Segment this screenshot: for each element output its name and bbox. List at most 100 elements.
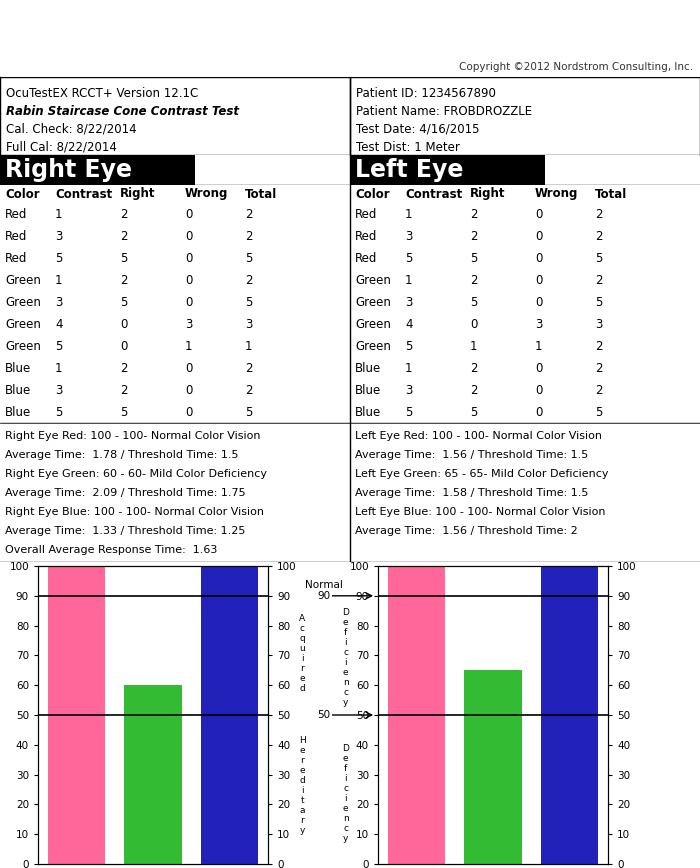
- Text: Patient ID: 1234567890: Patient ID: 1234567890: [356, 87, 496, 100]
- Text: 0: 0: [535, 252, 542, 265]
- Text: Rabin Cone Contrast Test: Rabin Cone Contrast Test: [10, 11, 528, 45]
- Text: Patient Name: FROBDROZZLE: Patient Name: FROBDROZZLE: [356, 105, 532, 118]
- Text: Average Time:  1.33 / Threshold Time: 1.25: Average Time: 1.33 / Threshold Time: 1.2…: [5, 526, 246, 536]
- Text: Red: Red: [355, 207, 377, 220]
- Text: Blue: Blue: [5, 405, 32, 418]
- Text: Color: Color: [5, 187, 40, 201]
- Text: 2: 2: [595, 339, 603, 352]
- Text: Green: Green: [355, 339, 391, 352]
- Text: 1: 1: [55, 207, 62, 220]
- Text: Contrast: Contrast: [55, 187, 112, 201]
- Text: Rabin Staircase Cone Contrast Test: Rabin Staircase Cone Contrast Test: [6, 105, 239, 118]
- Text: 0: 0: [535, 207, 542, 220]
- Text: 3: 3: [405, 295, 412, 308]
- Text: Blue: Blue: [355, 384, 382, 397]
- Text: 3: 3: [595, 318, 603, 331]
- Text: 2: 2: [245, 384, 253, 397]
- Text: 0: 0: [535, 295, 542, 308]
- Text: Red: Red: [355, 252, 377, 265]
- Text: 2: 2: [470, 361, 477, 374]
- Text: Normal: Normal: [305, 580, 343, 589]
- Text: 50: 50: [317, 710, 330, 720]
- Text: 0: 0: [185, 295, 193, 308]
- Text: 2: 2: [595, 361, 603, 374]
- Text: 3: 3: [55, 295, 62, 308]
- Text: 2: 2: [595, 207, 603, 220]
- Bar: [541, 566, 598, 864]
- Text: A
c
q
u
i
r
e
d: A c q u i r e d: [300, 614, 305, 693]
- Text: 0: 0: [470, 318, 477, 331]
- Text: 5: 5: [405, 339, 412, 352]
- Text: 2: 2: [120, 384, 127, 397]
- Text: 3: 3: [185, 318, 193, 331]
- Text: 5: 5: [470, 252, 477, 265]
- Text: 5: 5: [405, 252, 412, 265]
- Text: 0: 0: [535, 273, 542, 286]
- Text: 5: 5: [120, 252, 127, 265]
- Text: Green: Green: [355, 318, 391, 331]
- Text: 1: 1: [405, 207, 412, 220]
- Text: Blue: Blue: [355, 405, 382, 418]
- Text: Red: Red: [5, 252, 27, 265]
- Text: 2: 2: [120, 207, 127, 220]
- Text: 1: 1: [55, 273, 62, 286]
- Text: Red: Red: [5, 207, 27, 220]
- Text: 3: 3: [405, 229, 412, 242]
- Text: H
e
r
e
d
i
t
a
r
y: H e r e d i t a r y: [299, 736, 306, 835]
- Text: 5: 5: [55, 252, 62, 265]
- Text: Average Time:  2.09 / Threshold Time: 1.75: Average Time: 2.09 / Threshold Time: 1.7…: [5, 488, 246, 498]
- Text: Blue: Blue: [5, 361, 32, 374]
- Text: 5: 5: [245, 295, 253, 308]
- Text: Blue: Blue: [355, 361, 382, 374]
- Text: 5: 5: [595, 252, 603, 265]
- Text: 0: 0: [120, 339, 127, 352]
- Text: OcuTestEX RCCT+ Version 12.1C: OcuTestEX RCCT+ Version 12.1C: [6, 87, 198, 100]
- Text: Left Eye: Left Eye: [355, 158, 463, 182]
- Text: 0: 0: [535, 384, 542, 397]
- Text: Right: Right: [470, 187, 505, 201]
- Text: 5: 5: [120, 405, 127, 418]
- Text: Right: Right: [120, 187, 155, 201]
- Text: 5: 5: [55, 339, 62, 352]
- Text: 2: 2: [470, 229, 477, 242]
- Text: 0: 0: [185, 361, 193, 374]
- Text: 2: 2: [120, 361, 127, 374]
- Bar: [201, 566, 258, 864]
- Text: 3: 3: [245, 318, 253, 331]
- Text: Right Eye Red: 100 - 100- Normal Color Vision: Right Eye Red: 100 - 100- Normal Color V…: [5, 431, 260, 441]
- Text: 2: 2: [245, 361, 253, 374]
- Text: 2: 2: [595, 229, 603, 242]
- Bar: [350, 155, 545, 185]
- Text: 5: 5: [245, 405, 253, 418]
- Text: 5: 5: [245, 252, 253, 265]
- Text: Right Eye Green: 60 - 60- Mild Color Deficiency: Right Eye Green: 60 - 60- Mild Color Def…: [5, 469, 267, 479]
- Text: Green: Green: [355, 273, 391, 286]
- Text: Color: Color: [355, 187, 390, 201]
- Text: Test Dist: 1 Meter: Test Dist: 1 Meter: [356, 141, 460, 154]
- Text: Overall Average Response Time:  1.63: Overall Average Response Time: 1.63: [5, 545, 218, 555]
- Text: 5: 5: [470, 295, 477, 308]
- Text: 2: 2: [245, 273, 253, 286]
- Text: 0: 0: [185, 229, 193, 242]
- Bar: [0, 155, 195, 185]
- Text: 0: 0: [185, 207, 193, 220]
- Text: Average Time:  1.78 / Threshold Time: 1.5: Average Time: 1.78 / Threshold Time: 1.5: [5, 450, 239, 460]
- Text: D
e
f
i
c
i
e
n
c
y: D e f i c i e n c y: [342, 608, 349, 707]
- Text: Red: Red: [355, 229, 377, 242]
- Text: 0: 0: [120, 318, 127, 331]
- Text: Total: Total: [595, 187, 627, 201]
- Text: 1: 1: [405, 273, 412, 286]
- Text: 2: 2: [120, 273, 127, 286]
- Text: 4: 4: [405, 318, 412, 331]
- Text: Average Time:  1.56 / Threshold Time: 2: Average Time: 1.56 / Threshold Time: 2: [355, 526, 578, 536]
- Text: 5: 5: [55, 405, 62, 418]
- Bar: [388, 566, 445, 864]
- Text: Test Date: 4/16/2015: Test Date: 4/16/2015: [356, 123, 480, 136]
- Text: Contrast: Contrast: [405, 187, 462, 201]
- Text: 2: 2: [470, 207, 477, 220]
- Text: 0: 0: [185, 384, 193, 397]
- Text: Left Eye Red: 100 - 100- Normal Color Vision: Left Eye Red: 100 - 100- Normal Color Vi…: [355, 431, 602, 441]
- Bar: [125, 685, 182, 864]
- Text: Red: Red: [5, 229, 27, 242]
- Text: 2: 2: [595, 273, 603, 286]
